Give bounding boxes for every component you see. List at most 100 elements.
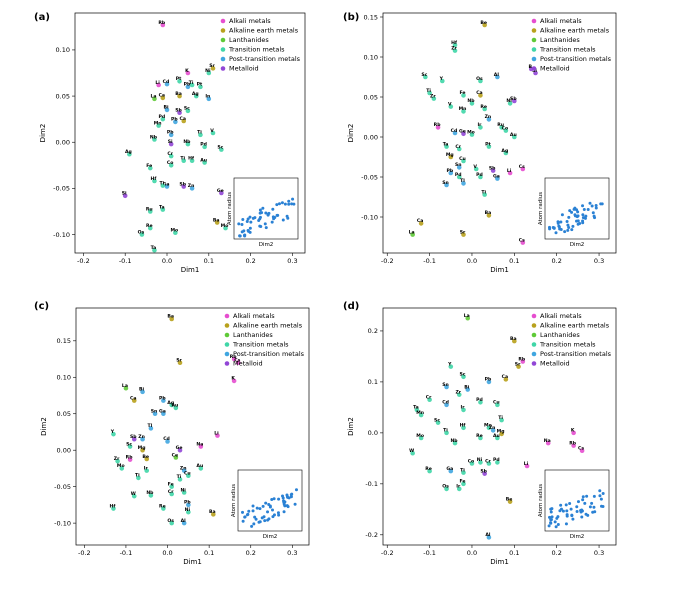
data-point-label: Re — [480, 104, 487, 110]
data-point — [461, 407, 466, 413]
data-point — [448, 154, 454, 160]
x-tick-label: 0.1 — [204, 549, 214, 557]
data-point-label: Pt — [176, 76, 182, 82]
data-point — [579, 448, 585, 454]
data-point-label: Re — [476, 433, 483, 439]
inset-point — [572, 207, 576, 211]
data-point-label: Hf — [451, 40, 458, 46]
data-point — [148, 426, 154, 431]
inset-point — [560, 213, 564, 217]
inset-point — [241, 510, 245, 514]
inset-point — [264, 501, 268, 505]
data-point — [440, 78, 445, 84]
data-point-label: Sb — [480, 468, 487, 474]
inset-y-label: Atom radius — [231, 484, 237, 517]
inset-point — [266, 213, 270, 217]
inset-point — [255, 506, 259, 510]
data-point — [185, 108, 191, 114]
data-point-label: Mn — [416, 410, 424, 416]
inset-point — [260, 211, 264, 215]
data-point-label: Be — [506, 496, 513, 502]
data-point — [186, 502, 191, 508]
x-tick-label: -0.2 — [381, 549, 394, 557]
inset-plot: Dim2 Atom radius — [538, 469, 610, 540]
legend-marker — [531, 323, 537, 328]
inset-point — [294, 488, 298, 492]
data-point-label: Nb — [467, 98, 475, 104]
data-point-label: Sr — [209, 63, 215, 69]
data-point — [223, 225, 228, 231]
x-axis-label: Dim1 — [490, 266, 509, 274]
data-point-label: In — [205, 94, 210, 100]
data-point-label: K — [571, 428, 575, 434]
data-point — [512, 98, 517, 104]
data-point-label: Os — [442, 484, 449, 490]
inset-point — [565, 509, 569, 513]
inset-point — [262, 515, 266, 519]
data-point-label: Rb — [230, 354, 238, 360]
inset-point — [588, 201, 592, 205]
data-point — [148, 493, 154, 498]
data-point — [177, 360, 183, 365]
y-axis-label: Dim2 — [40, 417, 48, 436]
data-point — [115, 458, 120, 464]
data-point — [173, 455, 179, 460]
data-point-label: Cu — [459, 156, 466, 162]
inset-point — [586, 513, 590, 517]
data-point — [503, 150, 509, 156]
data-point — [461, 181, 466, 186]
inset-point — [582, 208, 586, 212]
inset-point — [276, 511, 280, 515]
inset-point — [549, 521, 553, 525]
data-point — [452, 42, 458, 48]
inset-point — [554, 525, 558, 529]
inset-point — [569, 507, 573, 511]
data-point-label: Na — [196, 441, 203, 447]
data-point-label: W — [131, 491, 136, 497]
data-point-label: Cs — [578, 446, 584, 452]
data-point-label: Nb — [183, 139, 191, 145]
y-tick-label: -0.05 — [361, 173, 378, 181]
data-point-label: V — [210, 128, 214, 134]
data-point-label: Ag — [192, 91, 199, 97]
inset-point — [282, 501, 286, 505]
panel-letter: (b) — [343, 12, 359, 23]
y-tick-label: 0.1 — [368, 378, 378, 386]
inset-point — [590, 501, 594, 505]
inset-point — [580, 515, 584, 519]
data-point — [231, 356, 237, 362]
inset-point — [576, 214, 580, 218]
data-point — [185, 70, 191, 76]
data-point — [164, 184, 170, 189]
data-point — [495, 74, 500, 80]
data-point — [160, 116, 166, 122]
inset-point — [571, 224, 575, 228]
inset-point — [281, 218, 285, 222]
x-tick-label: -0.1 — [423, 257, 436, 265]
inset-point — [576, 500, 580, 504]
y-tick-label: 0.10 — [56, 46, 70, 54]
data-point-label: Ta — [413, 405, 419, 411]
data-point-label: Os — [167, 518, 174, 524]
data-point-label: Pt — [485, 141, 491, 147]
data-point — [461, 109, 466, 114]
plot-frame — [382, 307, 617, 546]
data-point — [469, 461, 475, 466]
x-tick-label: 0.3 — [594, 549, 604, 557]
panel-4: (d) -0.2 -0.1 0.0 0.1 0.2 0.3 -0.2 -0.1 0.0 0.1 0.2… — [343, 301, 617, 566]
data-point-label: Cr — [167, 151, 173, 157]
data-point — [456, 174, 462, 180]
inset-point — [241, 519, 245, 523]
data-point-label: Mo — [221, 223, 229, 229]
inset-point — [273, 215, 277, 219]
data-point — [444, 384, 449, 390]
data-point — [507, 499, 513, 504]
data-point-label: Hf — [151, 176, 158, 182]
data-point-label: Sc — [434, 417, 440, 423]
inset-point — [271, 515, 275, 519]
data-point-label: Be — [480, 20, 487, 26]
data-point — [186, 509, 191, 515]
legend-marker — [220, 66, 226, 71]
inset-point — [549, 518, 553, 522]
x-tick-label: 0.2 — [552, 257, 562, 265]
